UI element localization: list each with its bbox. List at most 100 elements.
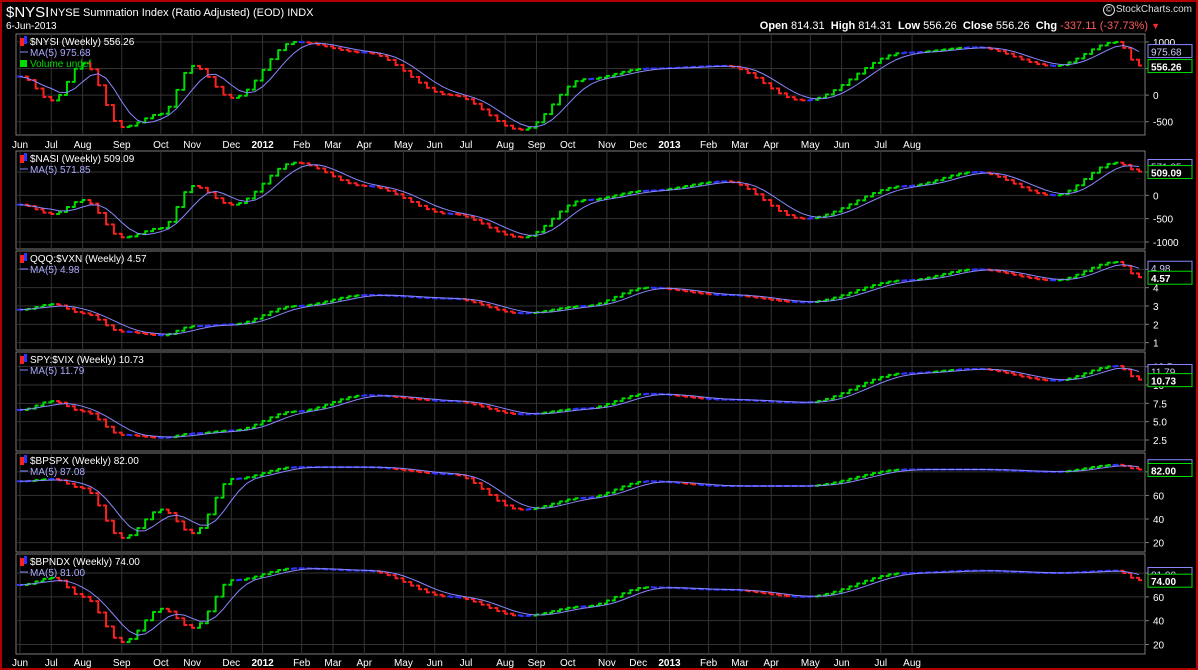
x-tick-label: Jul xyxy=(460,658,473,668)
low-label: Low xyxy=(898,20,921,32)
x-tick-label: May xyxy=(394,658,413,668)
moving-average-line xyxy=(19,465,1140,532)
x-tick-label: Mar xyxy=(324,658,342,668)
x-tick-label: Jun xyxy=(834,140,850,151)
x-tick-label: Apr xyxy=(763,140,779,151)
y-tick-label: 2 xyxy=(1153,320,1159,331)
panel-4-frame xyxy=(15,351,1146,452)
ma-value-label: 11.79 xyxy=(1151,368,1176,379)
panel-2-frame xyxy=(15,150,1146,250)
x-tick-label: Jul xyxy=(45,140,58,151)
x-tick-label: Nov xyxy=(598,140,616,151)
last-value-label: 509.09 xyxy=(1151,169,1182,180)
legend-bar-icon xyxy=(20,558,24,566)
panel-6-frame xyxy=(15,553,1146,655)
x-tick-label: Nov xyxy=(598,658,616,668)
y-tick-label: 1 xyxy=(1153,339,1159,350)
x-tick-label: Aug xyxy=(74,140,92,151)
x-tick-label: Feb xyxy=(293,658,311,668)
y-tick-label: 2.5 xyxy=(1153,436,1167,447)
moving-average-line xyxy=(19,367,1140,438)
ma-value-label: 975.68 xyxy=(1151,48,1182,59)
x-tick-label: Jun xyxy=(427,658,443,668)
panel-1-frame xyxy=(15,33,1146,136)
x-tick-label: Aug xyxy=(903,140,921,151)
x-tick-label: Oct xyxy=(560,140,576,151)
last-value-label: 556.26 xyxy=(1151,63,1182,74)
chg-label: Chg xyxy=(1035,20,1058,32)
x-tick-label: Nov xyxy=(183,140,201,151)
ma-value-label: 4.98 xyxy=(1151,264,1171,275)
x-tick-label: Jul xyxy=(874,658,887,668)
x-tick-label: Feb xyxy=(293,140,311,151)
x-tick-label: Feb xyxy=(700,140,718,151)
series-legend-label: $BPSPX (Weekly) 82.00 xyxy=(30,456,139,467)
y-tick-label: 1000 xyxy=(1153,38,1176,49)
open-label: Open xyxy=(759,20,788,32)
x-tick-label: Dec xyxy=(222,658,240,668)
x-tick-label: 2012 xyxy=(251,140,274,151)
y-tick-label: 4 xyxy=(1153,284,1159,295)
series-legend-label: $NASI (Weekly) 509.09 xyxy=(30,154,135,165)
ma-value-badge xyxy=(1147,44,1193,59)
x-tick-label: Feb xyxy=(700,658,718,668)
legend-bar-icon xyxy=(20,38,24,46)
y-tick-label: 60 xyxy=(1153,491,1165,502)
chg-value: -337.11 (-37.73%) xyxy=(1060,20,1149,32)
y-tick-label: 40 xyxy=(1153,617,1165,628)
legend-bar-icon xyxy=(24,556,27,564)
x-tick-label: Sep xyxy=(113,140,131,151)
legend-bar-icon xyxy=(20,155,24,163)
ma-legend-label: MA(5) 571.85 xyxy=(30,165,91,176)
x-tick-label: Sep xyxy=(528,140,546,151)
ma-legend-label: MA(5) 11.79 xyxy=(30,366,85,377)
x-tick-label: Dec xyxy=(222,140,240,151)
last-value-label: 4.57 xyxy=(1151,274,1171,285)
last-value-badge xyxy=(1147,573,1193,588)
x-tick-label: Jul xyxy=(45,658,58,668)
x-tick-label: May xyxy=(394,140,413,151)
last-value-label: 82.00 xyxy=(1151,467,1176,478)
chart-date: 6-Jun-2013 xyxy=(6,21,57,32)
moving-average-line xyxy=(19,164,1140,236)
legend-bar-icon xyxy=(20,356,24,364)
y-tick-label: 3 xyxy=(1153,302,1159,313)
x-tick-label: Mar xyxy=(324,140,342,151)
moving-average-line xyxy=(19,264,1140,335)
x-tick-label: Jun xyxy=(12,658,28,668)
x-tick-label: Jun xyxy=(427,140,443,151)
x-tick-label: Nov xyxy=(183,658,201,668)
x-tick-label: 2013 xyxy=(658,140,681,151)
x-tick-label: 2012 xyxy=(251,658,274,668)
x-tick-label: Mar xyxy=(731,658,749,668)
x-tick-label: Oct xyxy=(153,140,169,151)
down-arrow-icon: ▼ xyxy=(1151,21,1160,31)
x-tick-label: Sep xyxy=(528,658,546,668)
y-tick-label: 7.5 xyxy=(1153,399,1167,410)
panel-5-frame xyxy=(15,452,1146,553)
x-tick-label: Jun xyxy=(834,658,850,668)
stockcharts-logo: © StockCharts.com xyxy=(1102,4,1192,16)
last-value-badge xyxy=(1147,463,1193,477)
ma-legend-label: MA(5) 4.98 xyxy=(30,265,80,276)
last-value-badge xyxy=(1147,59,1193,74)
x-tick-label: May xyxy=(801,140,820,151)
series-legend-label: QQQ:$VXN (Weekly) 4.57 xyxy=(30,254,147,265)
symbol-title: $NYSI xyxy=(6,4,50,21)
moving-average-line xyxy=(19,42,1140,128)
x-tick-label: Apr xyxy=(357,140,373,151)
high-value: 814.31 xyxy=(858,20,892,32)
open-value: 814.31 xyxy=(790,20,825,32)
series-legend-label: SPY:$VIX (Weekly) 10.73 xyxy=(30,355,144,366)
x-tick-label: Mar xyxy=(731,140,749,151)
y-tick-label: 20 xyxy=(1153,640,1165,651)
logo-text: StockCharts.com xyxy=(1115,4,1192,15)
legend-bar-icon xyxy=(24,36,27,44)
y-tick-label: 40 xyxy=(1153,515,1165,526)
y-tick-label: -500 xyxy=(1153,118,1173,129)
ohlc-summary: Open 814.31 High 814.31 Low 556.26 Close… xyxy=(760,20,1160,32)
x-tick-label: Oct xyxy=(153,658,169,668)
copyright-icon: © xyxy=(1102,4,1115,16)
